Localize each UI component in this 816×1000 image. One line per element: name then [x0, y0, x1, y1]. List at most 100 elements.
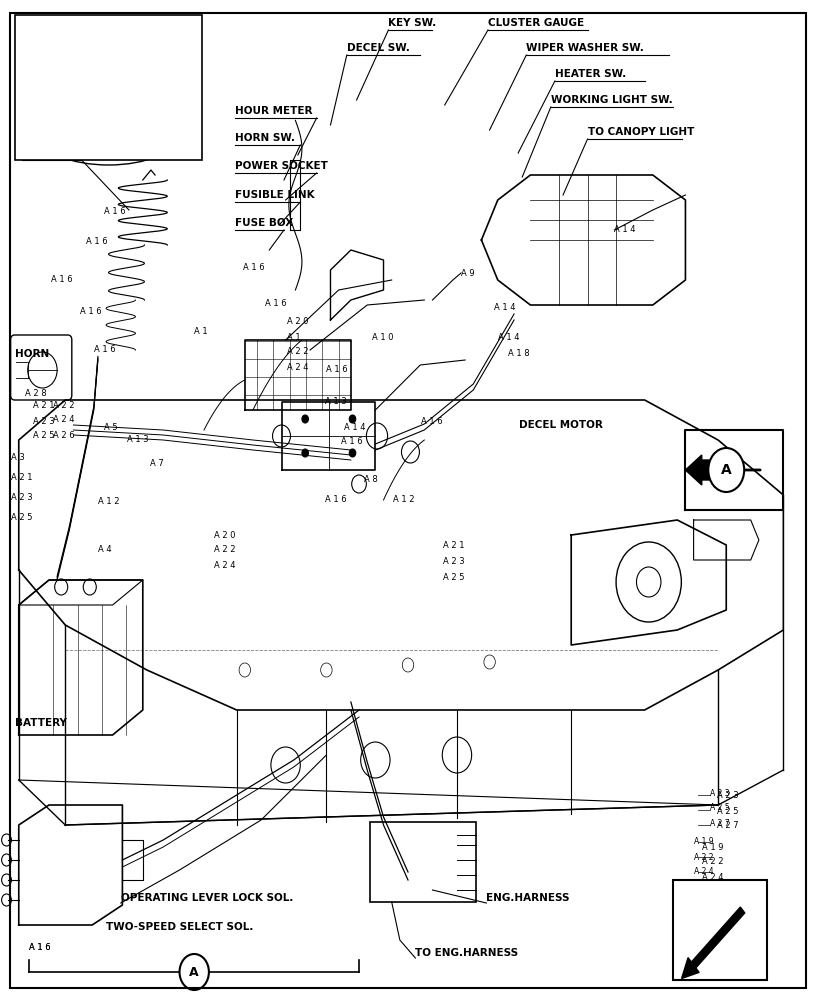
Text: A 1 6: A 1 6: [326, 364, 348, 373]
Circle shape: [361, 742, 390, 778]
Text: A 1 6: A 1 6: [29, 942, 51, 952]
Text: A 1 4: A 1 4: [344, 422, 366, 432]
Circle shape: [352, 475, 366, 493]
Text: DECEL SW.: DECEL SW.: [347, 43, 410, 53]
Text: KEY SW.: KEY SW.: [388, 18, 437, 28]
Circle shape: [401, 441, 419, 463]
Circle shape: [2, 854, 11, 866]
Text: HORN SW.: HORN SW.: [235, 133, 295, 143]
Text: A 1 4: A 1 4: [494, 302, 515, 312]
Text: A 1 6: A 1 6: [265, 298, 287, 308]
Text: TWO-SPEED SELECT SOL.: TWO-SPEED SELECT SOL.: [106, 922, 254, 932]
Text: A: A: [721, 463, 732, 477]
Text: A 1 6: A 1 6: [341, 436, 363, 446]
Circle shape: [83, 579, 96, 595]
Circle shape: [402, 658, 414, 672]
Text: A 1 9: A 1 9: [702, 842, 723, 852]
Text: A: A: [189, 966, 199, 978]
Text: OPERATING LEVER LOCK SOL.: OPERATING LEVER LOCK SOL.: [121, 893, 293, 903]
Circle shape: [484, 655, 495, 669]
Text: A 1 6: A 1 6: [421, 418, 443, 426]
Text: HORN: HORN: [15, 349, 49, 359]
Text: A 1: A 1: [194, 328, 208, 336]
Circle shape: [321, 663, 332, 677]
Text: A 1 8: A 1 8: [508, 349, 530, 358]
Text: A 2 4: A 2 4: [214, 560, 235, 570]
Circle shape: [708, 448, 744, 492]
Bar: [370, 822, 476, 902]
Text: WIPER WASHER SW.: WIPER WASHER SW.: [526, 43, 644, 53]
Text: TO BOOM: TO BOOM: [22, 148, 78, 158]
Text: A 2 0: A 2 0: [214, 530, 235, 540]
Text: A 2 2: A 2 2: [694, 852, 714, 861]
Text: FUSIBLE LINK: FUSIBLE LINK: [235, 190, 315, 200]
Text: A 2 5: A 2 5: [443, 572, 464, 582]
Circle shape: [273, 425, 290, 447]
Text: A 1 1 A 2 6: A 1 1 A 2 6: [672, 886, 714, 894]
Text: A 2 5: A 2 5: [717, 806, 738, 816]
Text: TO CANOPY LIGHT: TO CANOPY LIGHT: [588, 127, 694, 137]
Text: FUSE BOX: FUSE BOX: [235, 218, 293, 228]
Text: A 2 1: A 2 1: [443, 540, 464, 550]
Text: A 5: A 5: [104, 424, 118, 432]
Text: A 1 2: A 1 2: [393, 494, 415, 504]
Text: CLUSTER GAUGE: CLUSTER GAUGE: [488, 18, 584, 28]
Text: A 9: A 9: [461, 268, 475, 277]
Text: A 2 3: A 2 3: [443, 556, 465, 566]
Text: A 2 7: A 2 7: [717, 822, 739, 830]
Text: A 2 4: A 2 4: [53, 416, 74, 424]
Text: A 7: A 7: [150, 458, 164, 468]
Text: A 2 4: A 2 4: [694, 867, 714, 876]
FancyArrow shape: [685, 455, 726, 485]
Text: A 2 6: A 2 6: [53, 430, 75, 440]
Circle shape: [442, 737, 472, 773]
Text: A 1 3: A 1 3: [127, 434, 149, 444]
Text: A 1 6: A 1 6: [243, 263, 265, 272]
Circle shape: [2, 874, 11, 886]
Circle shape: [302, 449, 308, 457]
Text: A 1 3: A 1 3: [325, 397, 347, 406]
Text: WORKING LIGHT SW.: WORKING LIGHT SW.: [551, 95, 672, 105]
Text: A 1 6: A 1 6: [325, 494, 347, 504]
Bar: [15, 15, 202, 160]
Text: A 2 5: A 2 5: [11, 514, 32, 522]
Text: A 2 8: A 2 8: [25, 388, 47, 397]
Text: A 2 5: A 2 5: [710, 804, 730, 812]
Text: A 2 3: A 2 3: [710, 788, 730, 798]
Circle shape: [349, 415, 356, 423]
Text: A 2 0: A 2 0: [287, 318, 308, 326]
Text: BATTERY: BATTERY: [15, 718, 67, 728]
Text: A 3: A 3: [11, 452, 24, 462]
Text: A 2 3: A 2 3: [11, 493, 33, 502]
Text: A 2 4: A 2 4: [702, 872, 723, 882]
Text: A 1 4: A 1 4: [614, 226, 636, 234]
Text: A 2 2: A 2 2: [702, 857, 723, 866]
Text: A 1 1 A 2 6: A 1 1 A 2 6: [680, 890, 725, 898]
Text: A 2 2: A 2 2: [53, 400, 74, 410]
Text: A 8: A 8: [364, 475, 378, 484]
Text: POWER SOCKET: POWER SOCKET: [235, 161, 328, 171]
Text: A 1 6: A 1 6: [80, 308, 102, 316]
Text: A 2 5: A 2 5: [33, 432, 54, 440]
Text: A 2 1: A 2 1: [11, 474, 32, 483]
Text: A 2 2: A 2 2: [287, 348, 308, 357]
Circle shape: [239, 663, 251, 677]
FancyArrow shape: [681, 907, 745, 979]
Text: HOUR METER: HOUR METER: [235, 106, 313, 116]
Text: A 1 6: A 1 6: [29, 942, 51, 952]
Text: A 2 7: A 2 7: [710, 818, 730, 828]
Circle shape: [2, 834, 11, 846]
Bar: [673, 880, 767, 980]
Circle shape: [271, 747, 300, 783]
Text: A 2 4: A 2 4: [287, 362, 308, 371]
Circle shape: [55, 579, 68, 595]
Text: A 2 3: A 2 3: [717, 792, 739, 800]
Circle shape: [366, 423, 388, 449]
Text: A 4: A 4: [98, 546, 112, 554]
Text: DECEL MOTOR: DECEL MOTOR: [519, 420, 603, 430]
Text: TO ENG.HARNESS: TO ENG.HARNESS: [415, 948, 518, 958]
Text: A 1 6: A 1 6: [51, 275, 73, 284]
Text: A 1 9: A 1 9: [694, 838, 714, 846]
Circle shape: [349, 449, 356, 457]
Text: A 1 0: A 1 0: [372, 332, 393, 342]
